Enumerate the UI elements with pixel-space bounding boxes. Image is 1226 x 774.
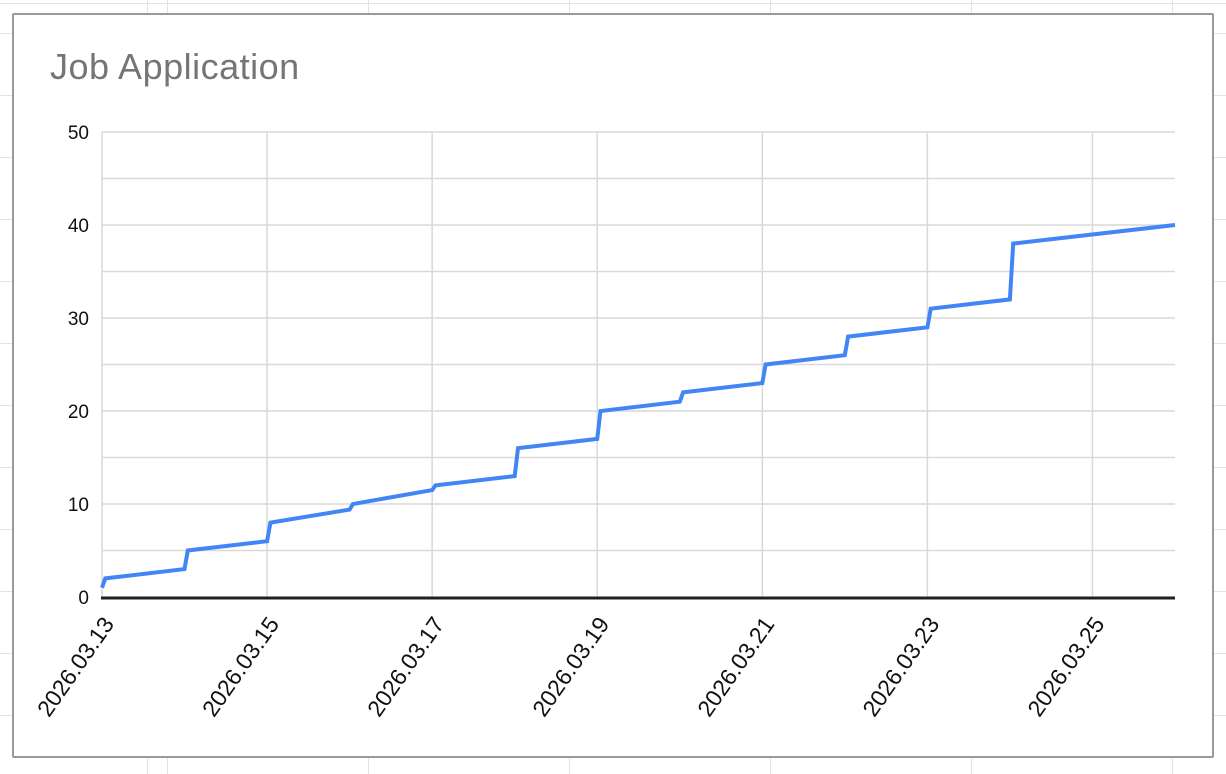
y-tick-label: 0 bbox=[78, 588, 89, 609]
y-tick-label: 50 bbox=[68, 123, 89, 144]
chart-plot-area: 0 10 20 30 40 50 2026.03.13 2026.03.15 2026.03.1… bbox=[32, 123, 1176, 721]
x-tick-label: 2026.03.21 bbox=[692, 612, 779, 721]
y-tick-label: 40 bbox=[68, 216, 89, 237]
chart-title: Job Application bbox=[50, 46, 300, 87]
chart-card[interactable]: Job Application 0 10 20 30 40 50 2026.03.13 202… bbox=[12, 13, 1214, 758]
x-tick-label: 2026.03.19 bbox=[527, 612, 614, 721]
y-tick-label: 10 bbox=[68, 495, 89, 516]
x-tick-label: 2026.03.15 bbox=[197, 612, 284, 721]
x-tick-label: 2026.03.25 bbox=[1022, 612, 1109, 721]
series-line bbox=[100, 223, 1176, 589]
y-tick-label: 30 bbox=[68, 309, 89, 330]
x-tick-label: 2026.03.17 bbox=[362, 612, 449, 721]
x-tick-label: 2026.03.23 bbox=[857, 612, 944, 721]
y-tick-label: 20 bbox=[68, 402, 89, 423]
x-tick-label: 2026.03.13 bbox=[32, 612, 119, 721]
